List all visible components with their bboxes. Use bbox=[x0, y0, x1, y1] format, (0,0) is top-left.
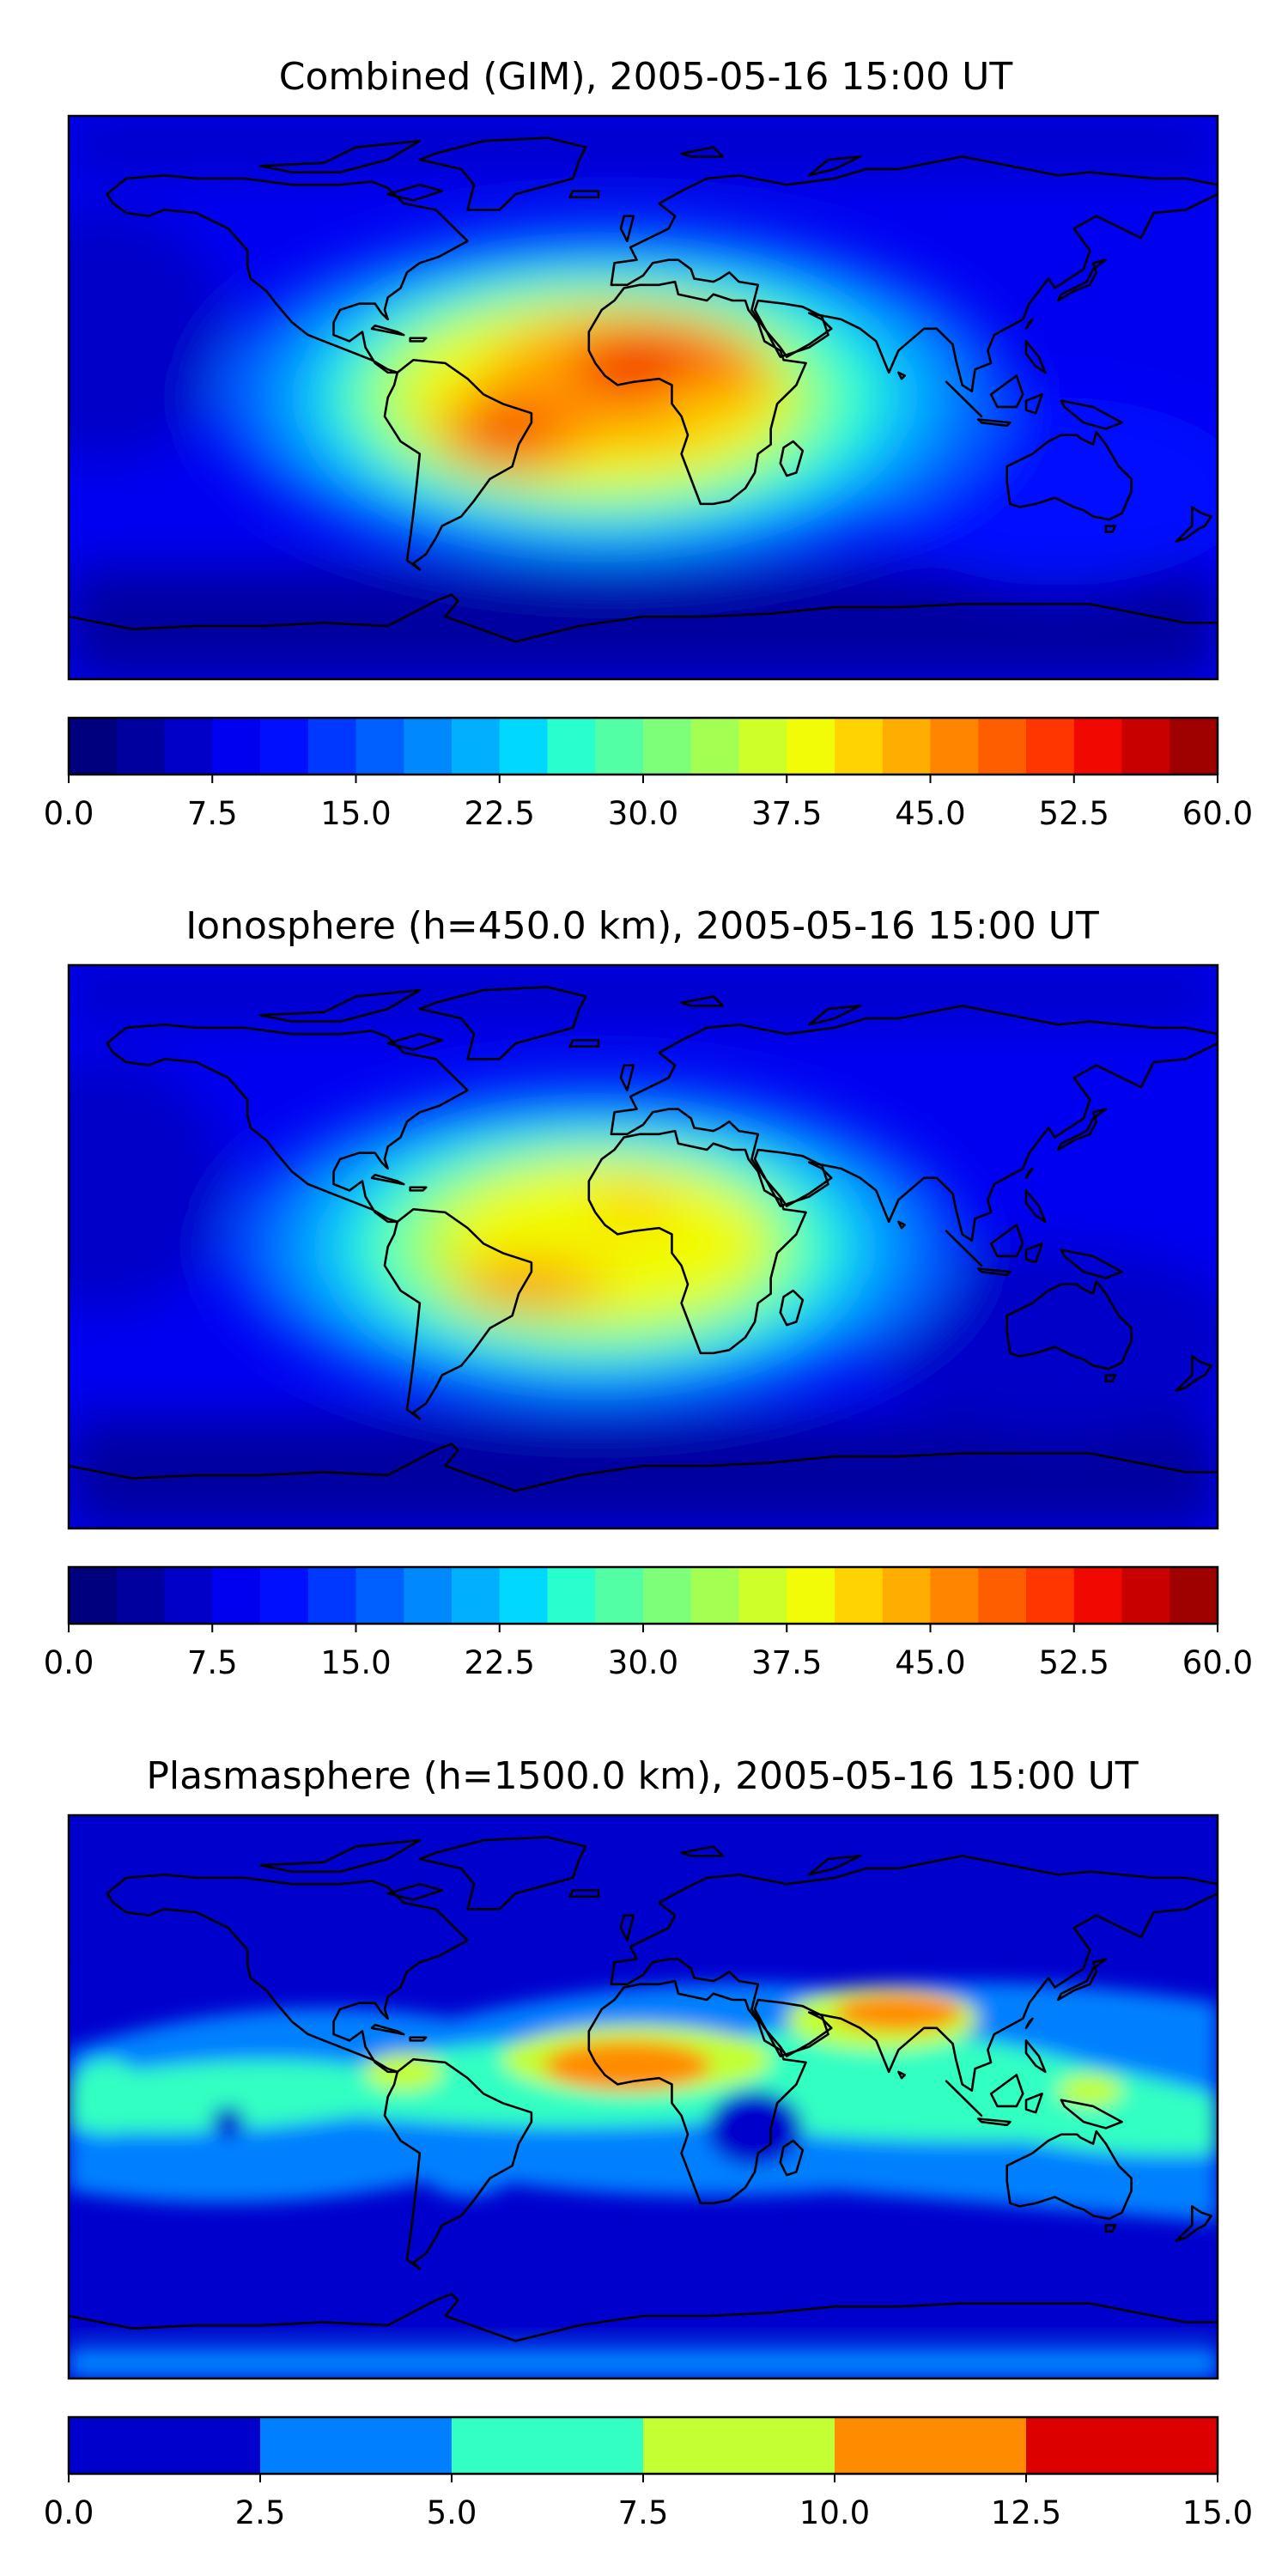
colorbar-tick-label: 45.0 bbox=[895, 1644, 965, 1681]
tec-field bbox=[69, 1815, 1218, 2379]
colorbar-tick-label: 15.0 bbox=[320, 795, 391, 832]
panel-title: Ionosphere (h=450.0 km), 2005-05-16 15:0… bbox=[185, 904, 1099, 948]
panel-title: Plasmasphere (h=1500.0 km), 2005-05-16 1… bbox=[146, 1754, 1138, 1798]
colorbar-swatch bbox=[738, 1567, 787, 1624]
colorbar-swatch bbox=[499, 1567, 549, 1624]
colorbar-swatch bbox=[978, 1567, 1027, 1624]
tec-field bbox=[69, 965, 1218, 1528]
map-frame bbox=[67, 963, 1219, 1530]
colorbar-swatch bbox=[260, 2417, 453, 2474]
colorbar-tick-label: 60.0 bbox=[1182, 1644, 1253, 1681]
colorbar-tick-label: 52.5 bbox=[1039, 1644, 1109, 1681]
colorbar-swatch bbox=[1170, 1567, 1218, 1624]
colorbar-tick-label: 15.0 bbox=[320, 1644, 391, 1681]
colorbar-swatch bbox=[212, 718, 261, 775]
colorbar-swatch bbox=[69, 1567, 118, 1624]
colorbar-tick-label: 2.5 bbox=[235, 2494, 286, 2531]
tec-field bbox=[69, 116, 1218, 679]
tec-map bbox=[69, 1815, 1218, 2379]
colorbar-swatch bbox=[787, 718, 835, 775]
colorbar-tick-label: 30.0 bbox=[608, 1644, 678, 1681]
colorbar-swatch bbox=[307, 718, 357, 775]
colorbar-swatch bbox=[260, 718, 309, 775]
colorbar-tick-label: 5.0 bbox=[427, 2494, 477, 2531]
colorbar-tick-label: 52.5 bbox=[1039, 795, 1109, 832]
colorbar-swatch bbox=[643, 718, 692, 775]
colorbar-tick-label: 30.0 bbox=[608, 795, 678, 832]
colorbar-tick-label: 7.5 bbox=[618, 2494, 669, 2531]
colorbar-tick-label: 0.0 bbox=[44, 795, 94, 832]
colorbar: 0.0 7.5 15.0 22.5 30.0 37.5 45.0 52.5 60.0 bbox=[44, 716, 1253, 832]
colorbar-swatch bbox=[835, 1567, 884, 1624]
colorbar-swatch bbox=[1026, 1567, 1075, 1624]
colorbar-tick-label: 37.5 bbox=[751, 795, 822, 832]
colorbar-swatch bbox=[1073, 1567, 1123, 1624]
tec-map bbox=[69, 965, 1218, 1528]
colorbar-swatch bbox=[690, 718, 740, 775]
colorbar-swatch bbox=[643, 1567, 692, 1624]
panel-title: Combined (GIM), 2005-05-16 15:00 UT bbox=[279, 55, 1013, 99]
colorbar-swatch bbox=[930, 1567, 979, 1624]
colorbar-swatch bbox=[882, 718, 932, 775]
panel-ionosphere: Ionosphere (h=450.0 km), 2005-05-16 15:0… bbox=[44, 904, 1254, 1681]
colorbar-swatch bbox=[499, 718, 549, 775]
colorbar-swatch bbox=[595, 718, 644, 775]
colorbar-swatch bbox=[1073, 718, 1123, 775]
map-frame bbox=[67, 114, 1219, 681]
colorbar-swatch bbox=[69, 718, 118, 775]
colorbar-swatch bbox=[355, 1567, 404, 1624]
colorbar-swatch bbox=[404, 1567, 453, 1624]
panel-plasmasphere: Plasmasphere (h=1500.0 km), 2005-05-16 1… bbox=[44, 1754, 1254, 2531]
colorbar-tick-label: 0.0 bbox=[44, 2494, 94, 2531]
colorbar-swatch bbox=[452, 2417, 644, 2474]
colorbar-swatch bbox=[164, 718, 213, 775]
colorbar-swatch bbox=[978, 718, 1027, 775]
colorbar-tick-label: 22.5 bbox=[465, 1644, 535, 1681]
colorbar-swatch bbox=[116, 1567, 166, 1624]
colorbar-tick-label: 22.5 bbox=[465, 795, 535, 832]
colorbar-swatch bbox=[1026, 718, 1075, 775]
colorbar-swatch bbox=[1026, 2417, 1218, 2474]
colorbar-tick-label: 10.0 bbox=[799, 2494, 870, 2531]
colorbar-swatch bbox=[404, 718, 453, 775]
colorbar-swatch bbox=[307, 1567, 357, 1624]
colorbar-tick-label: 15.0 bbox=[1182, 2494, 1253, 2531]
colorbar-tick-label: 12.5 bbox=[991, 2494, 1061, 2531]
colorbar-swatch bbox=[595, 1567, 644, 1624]
colorbar-swatch bbox=[164, 1567, 213, 1624]
colorbar-swatch bbox=[260, 1567, 309, 1624]
colorbar-swatch bbox=[1121, 1567, 1170, 1624]
colorbar-tick-label: 7.5 bbox=[187, 1644, 238, 1681]
colorbar-swatch bbox=[547, 718, 596, 775]
colorbar: 0.0 7.5 15.0 22.5 30.0 37.5 45.0 52.5 60.0 bbox=[44, 1565, 1253, 1681]
colorbar-swatch bbox=[690, 1567, 740, 1624]
colorbar-tick-label: 37.5 bbox=[751, 1644, 822, 1681]
panel-combined: Combined (GIM), 2005-05-16 15:00 UT bbox=[44, 55, 1254, 832]
colorbar-swatch bbox=[355, 718, 404, 775]
colorbar-swatch bbox=[643, 2417, 835, 2474]
colorbar-swatch bbox=[69, 2417, 261, 2474]
colorbar-swatch bbox=[452, 718, 501, 775]
colorbar-swatch bbox=[738, 718, 787, 775]
colorbar-swatch bbox=[835, 718, 884, 775]
colorbar-swatch bbox=[452, 1567, 501, 1624]
colorbar-swatch bbox=[882, 1567, 932, 1624]
colorbar-swatch bbox=[1170, 718, 1218, 775]
colorbar-tick-label: 0.0 bbox=[44, 1644, 94, 1681]
colorbar-swatch bbox=[930, 718, 979, 775]
colorbar-tick-label: 45.0 bbox=[895, 795, 965, 832]
colorbar-swatch bbox=[835, 2417, 1027, 2474]
colorbar-swatch bbox=[212, 1567, 261, 1624]
colorbar-swatch bbox=[1121, 718, 1170, 775]
map-frame bbox=[67, 1814, 1219, 2380]
tec-map bbox=[69, 116, 1218, 679]
colorbar-tick-label: 60.0 bbox=[1182, 795, 1253, 832]
colorbar-tick-label: 7.5 bbox=[187, 795, 238, 832]
colorbar-swatch bbox=[787, 1567, 835, 1624]
colorbar-swatch bbox=[547, 1567, 596, 1624]
colorbar-swatch bbox=[116, 718, 166, 775]
colorbar: 0.0 2.5 5.0 7.5 10.0 12.5 15.0 bbox=[44, 2415, 1253, 2531]
